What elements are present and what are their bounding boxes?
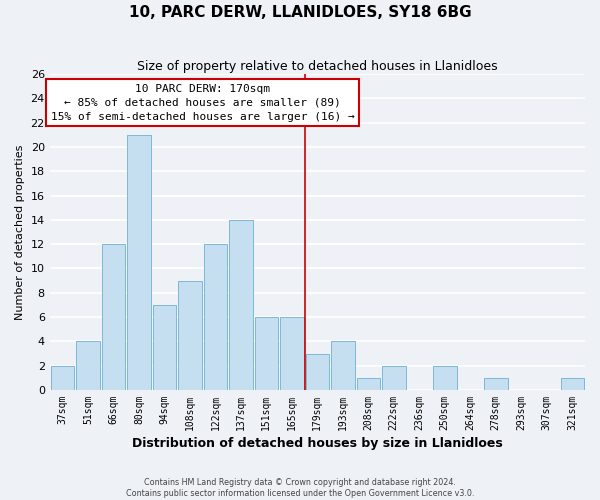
Bar [280, 317, 304, 390]
Text: 10 PARC DERW: 170sqm
← 85% of detached houses are smaller (89)
15% of semi-detac: 10 PARC DERW: 170sqm ← 85% of detached h… [51, 84, 355, 122]
Bar [101, 244, 125, 390]
X-axis label: Distribution of detached houses by size in Llanidloes: Distribution of detached houses by size … [132, 437, 503, 450]
Text: Contains HM Land Registry data © Crown copyright and database right 2024.
Contai: Contains HM Land Registry data © Crown c… [126, 478, 474, 498]
Bar [229, 220, 253, 390]
Bar [254, 317, 278, 390]
Bar [433, 366, 457, 390]
Bar [50, 366, 74, 390]
Bar [178, 280, 202, 390]
Title: Size of property relative to detached houses in Llanidloes: Size of property relative to detached ho… [137, 60, 497, 73]
Bar [484, 378, 508, 390]
Bar [305, 354, 329, 390]
Bar [382, 366, 406, 390]
Bar [152, 305, 176, 390]
Bar [560, 378, 584, 390]
Bar [356, 378, 380, 390]
Bar [203, 244, 227, 390]
Bar [76, 342, 100, 390]
Bar [331, 342, 355, 390]
Y-axis label: Number of detached properties: Number of detached properties [15, 144, 25, 320]
Bar [127, 135, 151, 390]
Text: 10, PARC DERW, LLANIDLOES, SY18 6BG: 10, PARC DERW, LLANIDLOES, SY18 6BG [128, 5, 472, 20]
